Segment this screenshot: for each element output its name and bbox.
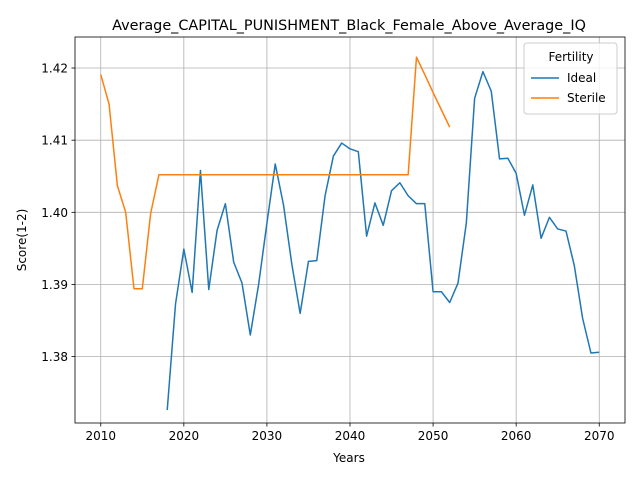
x-tick-label: 2050 — [418, 429, 449, 443]
series-line-sterile — [100, 56, 451, 290]
x-tick-label: 2040 — [335, 429, 366, 443]
axes: 2010 2020 2030 2040 2050 2060 2070 1.38 1.39 1.40… — [41, 36, 626, 443]
plot-frame — [74, 36, 626, 424]
x-tick-label: 2020 — [169, 429, 200, 443]
y-tick-label: 1.38 — [41, 350, 68, 364]
x-tick-label: 2070 — [584, 429, 615, 443]
y-tick-label: 1.42 — [41, 62, 68, 76]
series-line-ideal — [166, 70, 600, 411]
y-axis-label: Score(1-2) — [15, 209, 29, 272]
legend-label-ideal: Ideal — [567, 71, 596, 85]
grid — [75, 37, 625, 423]
x-axis-label: Years — [332, 451, 365, 465]
chart-title: Average_CAPITAL_PUNISHMENT_Black_Female_… — [112, 18, 586, 34]
y-tick-label: 1.39 — [41, 278, 68, 292]
legend: Fertility Ideal Sterile — [523, 42, 618, 115]
legend-title: Fertility — [548, 50, 593, 64]
series-lines — [100, 56, 600, 411]
x-tick-label: 2030 — [252, 429, 283, 443]
y-tick-label: 1.41 — [41, 134, 68, 148]
legend-label-sterile: Sterile — [567, 91, 606, 105]
x-tick-label: 2060 — [501, 429, 532, 443]
y-tick-label: 1.40 — [41, 206, 68, 220]
legend-frame — [523, 42, 618, 115]
x-tick-label: 2010 — [85, 429, 116, 443]
